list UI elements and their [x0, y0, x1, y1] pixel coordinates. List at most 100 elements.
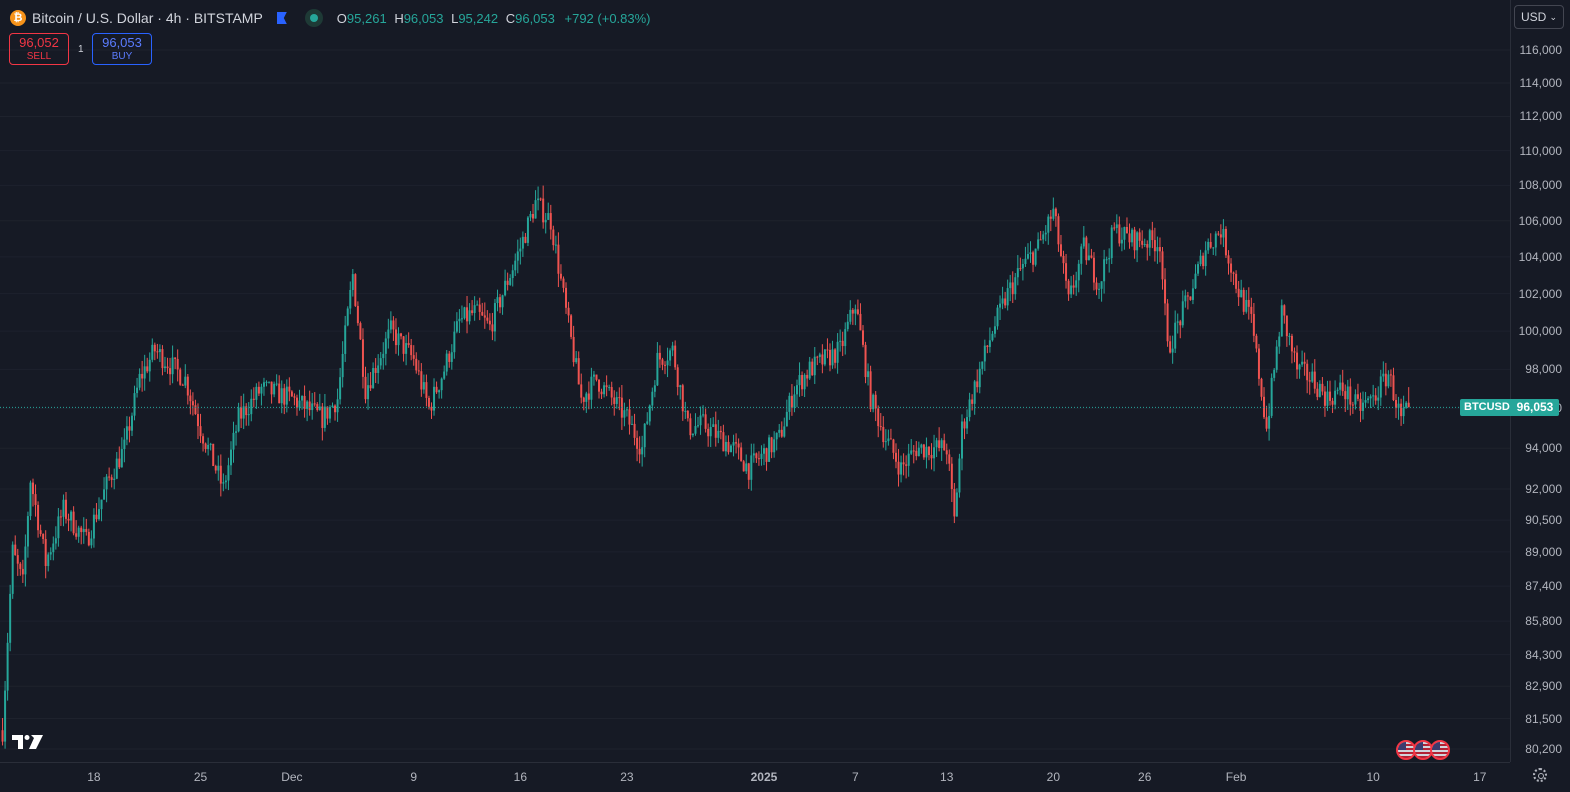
candle-up	[468, 310, 471, 322]
candle-up	[268, 381, 271, 383]
candle-up	[1362, 402, 1365, 411]
candle-up	[778, 429, 781, 433]
candle-down	[288, 386, 291, 392]
candle-up	[453, 331, 456, 353]
price-tick-label: 98,000	[1525, 362, 1562, 377]
candle-up	[999, 303, 1002, 308]
candle-up	[1075, 280, 1078, 288]
candle-up	[458, 318, 461, 322]
candle-down	[1138, 232, 1141, 241]
us-flag-event-icon[interactable]	[1430, 740, 1450, 760]
candle-down	[481, 311, 484, 316]
price-tick-label: 104,000	[1518, 249, 1562, 264]
buy-button[interactable]: 96,053 BUY	[92, 33, 152, 65]
candle-down	[1057, 216, 1060, 245]
open-value: 95,261	[346, 10, 387, 26]
candle-down	[986, 345, 989, 347]
candle-down	[410, 345, 413, 356]
sell-button[interactable]: 96,052 SELL	[9, 33, 69, 65]
price-axis[interactable]: 116,000 114,000 112,000 110,000 108,000 106,0…	[1510, 0, 1570, 762]
flag-icon[interactable]	[276, 12, 287, 24]
close-value: 96,053	[515, 10, 555, 26]
candle-down	[313, 403, 316, 405]
candle-up	[158, 349, 161, 353]
market-status-icon[interactable]	[304, 9, 323, 27]
candle-up	[207, 444, 210, 450]
candle-up	[125, 426, 128, 440]
candle-up	[763, 448, 765, 454]
price-tick-label: 106,000	[1518, 213, 1562, 228]
candle-up	[26, 516, 29, 547]
candle-up	[1397, 403, 1400, 408]
candle-up	[1123, 227, 1126, 240]
candle-up	[1009, 282, 1012, 289]
candle-down	[704, 414, 707, 429]
candle-up	[1174, 322, 1177, 349]
candle-down	[780, 429, 783, 437]
candle-up	[603, 385, 606, 395]
candle-up	[1077, 263, 1080, 281]
candle-down	[1, 730, 4, 742]
candle-up	[105, 476, 108, 490]
candle-down	[1395, 400, 1398, 408]
candle-up	[1245, 299, 1248, 312]
candle-down	[196, 414, 199, 427]
candle-up	[900, 462, 903, 475]
candle-down	[600, 391, 603, 395]
candle-up	[823, 349, 826, 365]
candle-up	[4, 690, 7, 742]
open-label: O	[336, 10, 347, 26]
candle-up	[455, 321, 458, 332]
candle-up	[397, 333, 400, 346]
candle-up	[981, 361, 984, 369]
price-tick-label: 90,500	[1525, 513, 1562, 528]
candle-up	[433, 386, 436, 411]
candle-down	[595, 374, 598, 380]
candle-down	[953, 489, 956, 517]
symbol-title[interactable]: Bitcoin / U.S. Dollar · 4h · BITSTAMP	[32, 10, 263, 26]
tradingview-logo-icon[interactable]	[12, 733, 44, 751]
candle-up	[49, 552, 52, 555]
price-tick-label: 89,000	[1525, 544, 1562, 559]
candle-down	[364, 376, 367, 400]
candle-down	[879, 426, 882, 428]
candle-up	[120, 449, 123, 468]
candle-down	[570, 315, 573, 337]
candle-up	[285, 386, 288, 405]
currency-button[interactable]: USD ⌄	[1514, 5, 1564, 29]
candle-down	[565, 287, 568, 308]
candle-up	[1024, 258, 1027, 264]
candle-down	[1133, 229, 1136, 251]
candle-down	[892, 439, 895, 453]
candle-up	[1369, 396, 1372, 399]
candle-up	[631, 423, 634, 425]
low-value: 95,242	[458, 10, 499, 26]
candle-up	[54, 538, 57, 544]
candle-up	[547, 213, 550, 220]
candle-up	[306, 401, 309, 409]
candle-down	[278, 383, 281, 404]
candle-up	[301, 395, 304, 401]
gear-icon[interactable]	[1533, 768, 1547, 782]
candle-up	[130, 415, 133, 431]
candle-down	[361, 339, 364, 377]
candle-up	[940, 440, 943, 449]
buy-label: BUY	[111, 50, 133, 62]
candle-down	[491, 324, 494, 332]
candle-up	[280, 388, 283, 404]
candle-down	[1032, 252, 1035, 265]
candlestick-chart[interactable]	[0, 0, 1510, 762]
candle-down	[240, 407, 243, 419]
candle-up	[709, 427, 712, 437]
time-axis[interactable]: 18 25 Dec 9 16 23 2025 7 13 20 26 Feb 10 17	[0, 762, 1510, 792]
high-value: 96,053	[403, 10, 444, 26]
candle-down	[727, 441, 730, 453]
candle-up	[265, 381, 268, 383]
candle-up	[1207, 241, 1210, 251]
candle-up	[1006, 288, 1009, 306]
candle-up	[1288, 335, 1291, 337]
economic-events[interactable]	[1396, 740, 1450, 760]
candle-up	[1001, 298, 1004, 304]
candle-up	[29, 482, 32, 517]
candle-down	[689, 418, 692, 436]
